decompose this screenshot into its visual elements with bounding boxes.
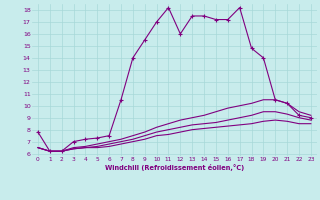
- X-axis label: Windchill (Refroidissement éolien,°C): Windchill (Refroidissement éolien,°C): [105, 164, 244, 171]
